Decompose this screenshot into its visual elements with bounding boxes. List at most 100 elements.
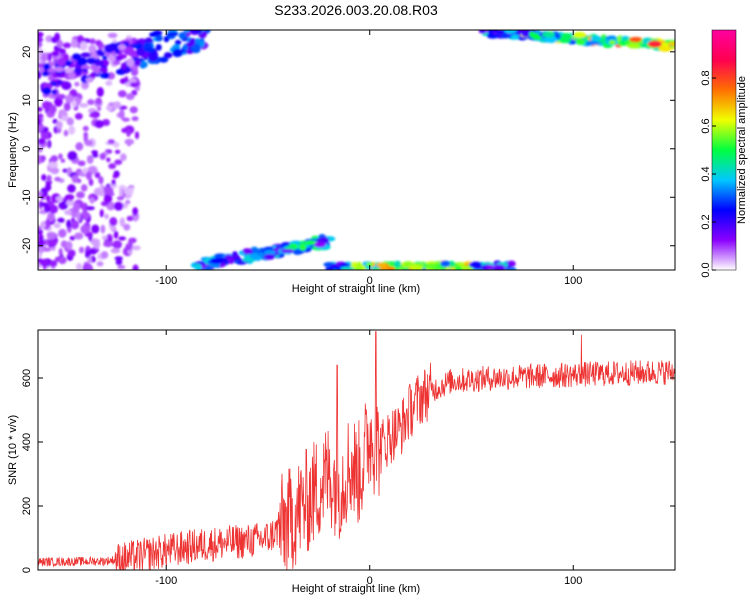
spectrogram-cell [119,217,126,227]
spectrogram-cell [106,105,113,111]
spectrogram-cell [485,30,499,33]
spectrogram-cell [128,238,134,246]
spectrogram-cell [120,62,127,70]
spectrogram-cell [129,82,139,88]
spectrogram-cell [64,60,72,67]
spectrogram-cell [132,264,139,270]
spectrogram-cell [100,251,109,259]
spectrogram-cell [67,150,78,161]
y-tick-label: 0 [21,567,33,573]
spectrogram-cell [98,176,104,185]
spectrogram-cell [38,238,45,248]
spectrogram-cell [54,176,61,182]
spectrogram-cell [57,57,66,67]
colorbar-frame [711,29,737,271]
spectrogram-cell [71,220,80,230]
spectrogram-cell [174,39,182,46]
spectrogram-cell [70,217,75,223]
x-tick-label: 100 [564,575,582,587]
spectrogram-cell [131,245,141,251]
snr-series-line [38,331,675,570]
spectrogram-cell [186,41,195,47]
x-tick-label: -100 [155,275,177,287]
spectrogram-cell [639,43,648,48]
spectrogram-cell [63,67,73,74]
spectrogram-cell [41,174,47,181]
spectrogram-cell [48,161,58,169]
spectrogram-frame [37,29,676,271]
spectrogram-cell [79,41,88,51]
spectrogram-cell [69,235,76,241]
spectrogram-cell [51,50,60,57]
spectrogram-cell [627,42,640,49]
spectrogram-cell [116,196,125,201]
spectrogram-cell [541,31,555,38]
spectrogram-cell [38,70,42,80]
spectrogram-x-label: Height of straight line (km) [292,283,420,295]
spectrogram-cell [49,238,57,248]
spectrogram-plot-area [38,30,675,270]
colorbar-ticks: 0.0 0.2 0.4 0.6 0.8 [700,29,737,278]
spectrogram-cell [76,191,85,199]
x-tick-label: -100 [155,575,177,587]
y-tick-label: -20 [21,238,33,254]
spectrogram-cell [618,41,627,47]
spectrogram-y-ticks: -20 -10 0 10 20 [21,46,675,254]
spectrogram-cell [134,131,140,140]
spectrogram-cell [572,31,586,39]
spectrogram-cell [85,77,94,83]
spectrogram-cell [402,261,414,268]
spectrogram-cell [78,246,85,254]
spectrogram-cell [97,106,102,112]
spectrogram-cell [104,213,109,220]
spectrogram-cell [130,43,140,49]
spectrogram-cell [89,38,96,45]
spectrogram-cell [43,63,51,71]
spectrogram-cell [46,174,52,182]
spectrogram-cell [38,139,46,145]
spectrogram-cell [131,116,139,122]
spectrogram-cell [102,55,108,61]
spectrogram-cell [118,236,127,241]
spectrogram-cell [67,249,76,258]
spectrogram-cell [169,31,179,36]
spectrogram-cell [191,30,203,35]
spectrogram-cell [355,261,362,267]
spectrogram-cell [341,262,349,267]
spectrogram-cell [42,247,52,252]
spectrogram-cell [486,264,495,269]
spectrogram-cell [65,241,73,251]
y-tick-label: 10 [21,94,33,106]
spectrogram-cell [68,125,76,135]
spectrogram-cell [43,204,51,213]
spectrogram-cell [194,264,202,270]
spectrogram-cell [101,235,108,241]
spectrogram-cell [500,33,511,39]
spectrogram-cell [71,99,77,108]
spectrogram-cell [117,264,126,270]
spectrogram-cell [66,200,75,206]
snr-x-ticks: -100 0 100 [155,330,582,587]
spectrogram-cell [96,86,104,97]
spectrogram-cell [107,32,118,39]
spectrogram-cell [299,244,307,251]
spectrogram-cell [125,93,135,101]
spectrogram-cell [107,54,116,62]
spectrogram-cell [54,66,64,72]
spectrogram-cell [46,231,56,241]
spectrogram-cell [134,86,140,92]
spectrogram-cell [45,182,52,192]
spectrogram-cell [123,223,131,231]
spectrogram-cell [124,46,135,56]
spectrogram-cell [104,44,115,53]
spectrogram-cell [66,219,72,229]
snr-frame [37,329,676,571]
spectrogram-cell [68,72,76,80]
spectrogram-cell [54,32,61,42]
spectrogram-cell [561,32,572,40]
colorbar-tick-label: 0.4 [700,166,712,181]
spectrogram-cell [45,195,51,202]
spectrogram-cell [60,158,66,163]
spectrogram-cell [75,262,83,270]
